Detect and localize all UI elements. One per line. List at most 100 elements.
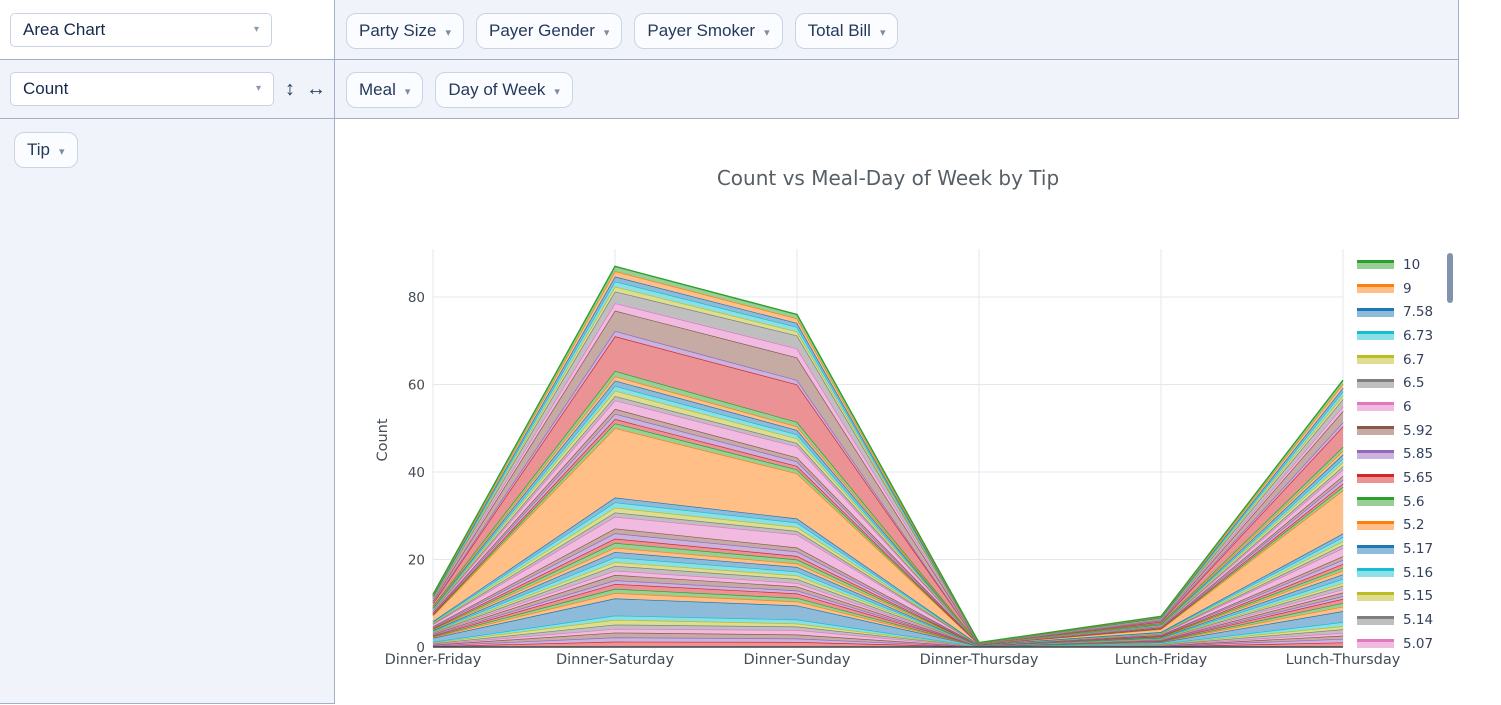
y-tick-label: 40 [408, 465, 425, 481]
aggregator-select-value: Count [23, 79, 69, 98]
legend-item[interactable]: 5.16 [1357, 561, 1463, 585]
legend-item[interactable]: 5.2 [1357, 514, 1463, 538]
x-tick-label: Dinner-Thursday [920, 652, 1039, 668]
legend-scrollbar[interactable] [1447, 253, 1453, 303]
area-band-line [432, 628, 1344, 648]
chevron-down-icon: ▾ [253, 24, 259, 35]
dropdown-caret-icon[interactable]: ▾ [603, 26, 610, 39]
area-band-line [432, 265, 1344, 644]
x-tick-label: Dinner-Friday [385, 652, 482, 668]
move-values-horizontal-icon[interactable]: ↔ [306, 77, 326, 100]
legend-item[interactable]: 9 [1357, 277, 1463, 301]
legend-item[interactable]: 5.92 [1357, 419, 1463, 443]
dropdown-caret-icon[interactable]: ▾ [554, 85, 560, 98]
dropdown-caret-icon[interactable]: ▾ [879, 26, 886, 39]
legend-swatch [1357, 568, 1394, 578]
legend-label: 6.5 [1403, 375, 1425, 392]
renderer-select-value: Area Chart [23, 20, 106, 39]
legend-swatch [1357, 591, 1394, 601]
x-tick-label: Dinner-Sunday [743, 652, 850, 668]
area-band-line [432, 592, 1344, 647]
legend-label: 5.15 [1403, 588, 1434, 605]
chevron-down-icon: ▾ [255, 83, 261, 94]
attribute-label: Payer Gender [489, 21, 595, 40]
legend-label: 6.7 [1403, 351, 1425, 368]
legend-label: 5.6 [1403, 493, 1425, 510]
legend-label: 5.17 [1403, 541, 1434, 558]
area-band-line [432, 588, 1344, 647]
attribute-payer-gender[interactable]: Payer Gender ▾ [476, 13, 623, 49]
column-attributes-area: Meal ▾ Day of Week ▾ [335, 60, 1459, 119]
legend-label: 5.65 [1403, 470, 1434, 487]
attribute-label: Party Size [359, 21, 437, 40]
legend-item[interactable]: 6.5 [1357, 371, 1463, 395]
area-band-line [432, 565, 1344, 647]
row-attributes-area: Tip ▾ [0, 119, 335, 704]
legend-item[interactable]: 5.65 [1357, 466, 1463, 490]
legend-swatch [1357, 497, 1394, 507]
attribute-tip[interactable]: Tip ▾ [14, 132, 78, 168]
legend-item[interactable]: 5.85 [1357, 443, 1463, 467]
legend-swatch [1357, 639, 1394, 649]
legend-label: 7.58 [1403, 304, 1434, 321]
legend-item[interactable]: 6.73 [1357, 324, 1463, 348]
legend-swatch [1357, 260, 1394, 270]
legend-label: 5.92 [1403, 422, 1434, 439]
y-tick-label: 60 [408, 378, 425, 394]
attribute-total-bill[interactable]: Total Bill ▾ [794, 13, 899, 49]
legend-item[interactable]: 6 [1357, 395, 1463, 419]
legend-swatch [1357, 473, 1394, 483]
attribute-meal[interactable]: Meal ▾ [346, 72, 424, 108]
legend-item[interactable]: 6.7 [1357, 348, 1463, 372]
area-band [433, 428, 1343, 645]
legend-item[interactable]: 5.15 [1357, 585, 1463, 609]
renderer-cell: Area Chart ▾ [0, 0, 335, 60]
legend-item[interactable]: 5.07 [1357, 632, 1463, 649]
legend-label: 5.85 [1403, 446, 1434, 463]
legend-swatch [1357, 449, 1394, 459]
legend-swatch [1357, 331, 1394, 341]
legend-swatch [1357, 544, 1394, 554]
legend-item[interactable]: 7.58 [1357, 300, 1463, 324]
dropdown-caret-icon[interactable]: ▾ [445, 26, 452, 39]
move-values-vertical-icon[interactable]: ↕ [285, 77, 295, 100]
legend-item[interactable]: 5.14 [1357, 608, 1463, 632]
attribute-label: Payer Smoker [647, 21, 756, 40]
legend-label: 6.73 [1403, 327, 1434, 344]
dropdown-caret-icon[interactable]: ▾ [764, 26, 770, 39]
x-tick-label: Dinner-Saturday [556, 652, 675, 668]
legend-swatch [1357, 615, 1394, 625]
legend-item[interactable]: 10 [1357, 253, 1463, 277]
legend-label: 6 [1403, 398, 1412, 415]
chart-area: 0 20 40 60 80 Dinner-Friday Dinner-Saturday Din… [335, 119, 1501, 705]
x-tick-label: Lunch-Thursday [1286, 652, 1401, 668]
attribute-label: Tip [27, 140, 50, 159]
legend-label: 5.16 [1403, 564, 1434, 581]
legend-item[interactable]: 5.6 [1357, 490, 1463, 514]
attribute-label: Total Bill [807, 21, 871, 40]
area-band [433, 632, 1343, 647]
legend-swatch [1357, 355, 1394, 365]
legend-swatch [1357, 402, 1394, 412]
y-tick-label: 20 [408, 553, 425, 569]
y-axis-title: Count [375, 418, 391, 462]
attribute-party-size[interactable]: Party Size ▾ [346, 13, 465, 49]
legend-swatch [1357, 284, 1394, 294]
dropdown-caret-icon[interactable]: ▾ [59, 145, 65, 158]
chart-legend: 10 9 7.58 6.73 6.7 6.5 6 5.92 5.85 5.65 5.6 5.2 5.17… [1357, 253, 1463, 649]
chart-title: Count vs Meal-Day of Week by Tip [716, 166, 1060, 190]
aggregator-select[interactable]: Count ▾ [10, 72, 274, 106]
legend-swatch [1357, 307, 1394, 317]
renderer-select[interactable]: Area Chart ▾ [10, 13, 272, 47]
attribute-label: Day of Week [448, 80, 546, 99]
attribute-day-of-week[interactable]: Day of Week ▾ [435, 72, 573, 108]
legend-swatch [1357, 378, 1394, 388]
area-band [433, 637, 1343, 647]
x-tick-label: Lunch-Friday [1115, 652, 1208, 668]
area-band-line [432, 379, 1344, 645]
dropdown-caret-icon[interactable]: ▾ [404, 85, 411, 98]
attribute-payer-smoker[interactable]: Payer Smoker ▾ [634, 13, 783, 49]
legend-item[interactable]: 5.17 [1357, 537, 1463, 561]
y-tick-label: 80 [408, 290, 425, 306]
